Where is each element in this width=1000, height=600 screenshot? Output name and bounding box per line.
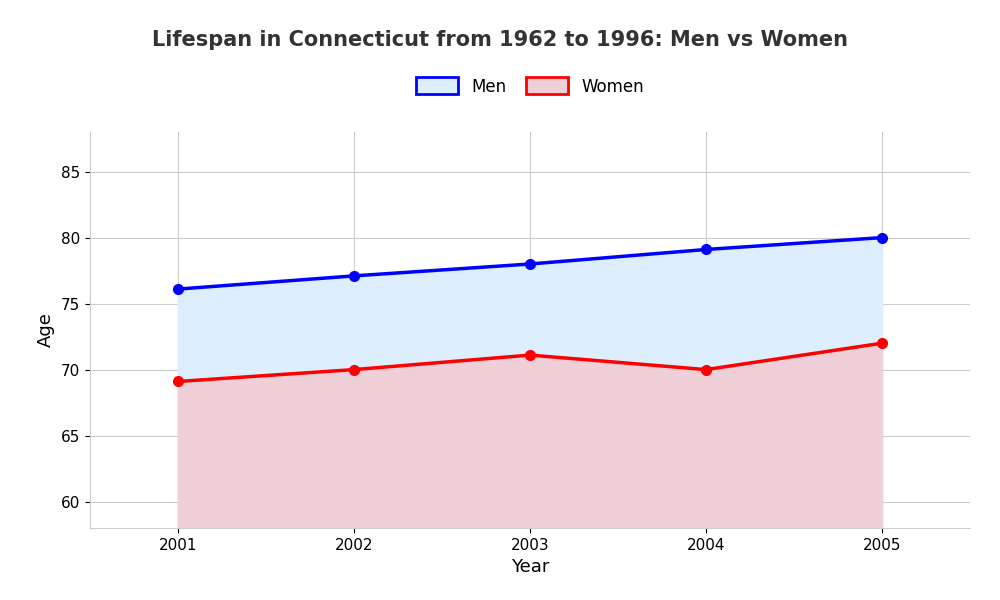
Women [700,366,712,373]
Y-axis label: Age: Age [37,313,55,347]
Women [348,366,360,373]
Women [172,378,184,385]
Line: Women: Women [173,338,887,386]
Men [876,234,888,241]
Men [524,260,536,268]
Men [172,286,184,293]
X-axis label: Year: Year [511,558,549,576]
Legend: Men, Women: Men, Women [408,69,652,104]
Women [524,352,536,359]
Line: Men: Men [173,233,887,294]
Women [876,340,888,347]
Text: Lifespan in Connecticut from 1962 to 1996: Men vs Women: Lifespan in Connecticut from 1962 to 199… [152,30,848,50]
Men [348,272,360,280]
Men [700,246,712,253]
